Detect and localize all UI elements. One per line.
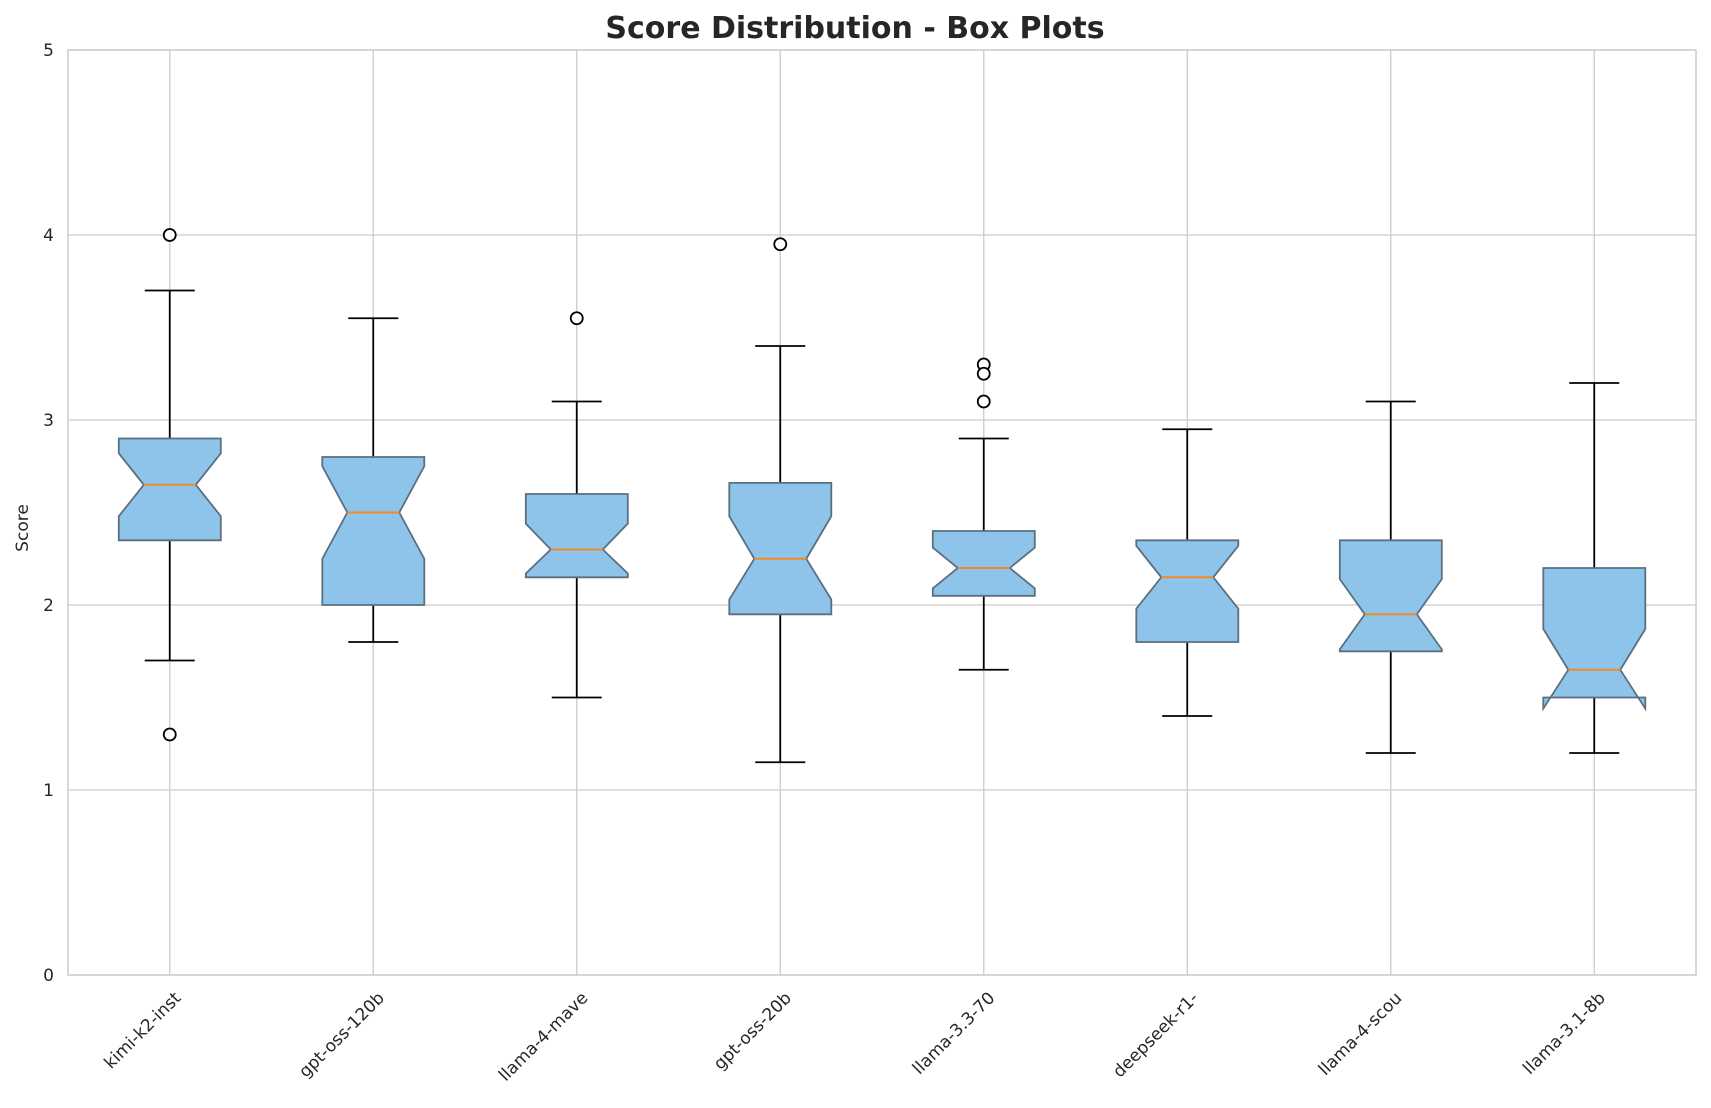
x-tick-label: gpt-oss-120b <box>295 988 388 1081</box>
x-tick-label: kimi-k2-inst <box>101 988 186 1073</box>
y-axis-label: Score <box>13 504 33 552</box>
outlier-point <box>569 311 584 326</box>
box <box>524 493 629 579</box>
box-group <box>728 237 833 764</box>
box-group <box>321 317 426 643</box>
box <box>931 530 1036 597</box>
box-group <box>1338 400 1443 754</box>
x-tick-label: gpt-oss-20b <box>710 988 796 1074</box>
x-tick-label: deepseek-r1- <box>1109 988 1202 1081</box>
box-group <box>524 311 629 699</box>
box <box>728 482 833 616</box>
y-tick-label: 1 <box>43 781 54 801</box>
chart-title: Score Distribution - Box Plots <box>605 11 1104 46</box>
y-tick-label: 0 <box>43 966 54 986</box>
plot-frame <box>67 49 1697 976</box>
y-tick-label: 4 <box>43 226 54 246</box>
box <box>321 456 426 606</box>
outlier-point <box>976 366 991 381</box>
outlier-point <box>162 228 177 242</box>
box <box>117 437 222 542</box>
y-tick-label: 3 <box>43 411 54 431</box>
outlier-point <box>773 237 788 252</box>
box-group <box>1135 428 1240 717</box>
box-group <box>1542 382 1647 754</box>
x-tick-label: llama-4-mave <box>495 988 592 1085</box>
box-group <box>117 228 222 742</box>
box <box>1338 539 1443 653</box>
x-tick-label: llama-3.1-8b <box>1519 988 1609 1078</box>
box <box>1542 567 1647 712</box>
outlier-point <box>976 394 991 409</box>
grid-lines <box>68 49 1696 976</box>
y-tick-label: 2 <box>43 596 54 616</box>
x-tick-label: llama-4-scou <box>1315 988 1406 1079</box>
outlier-point <box>162 727 177 742</box>
y-tick-label: 5 <box>43 41 54 61</box>
box <box>1135 539 1240 643</box>
x-tick-label: llama-3.3-70 <box>909 988 999 1078</box>
box-group <box>931 357 1036 671</box>
